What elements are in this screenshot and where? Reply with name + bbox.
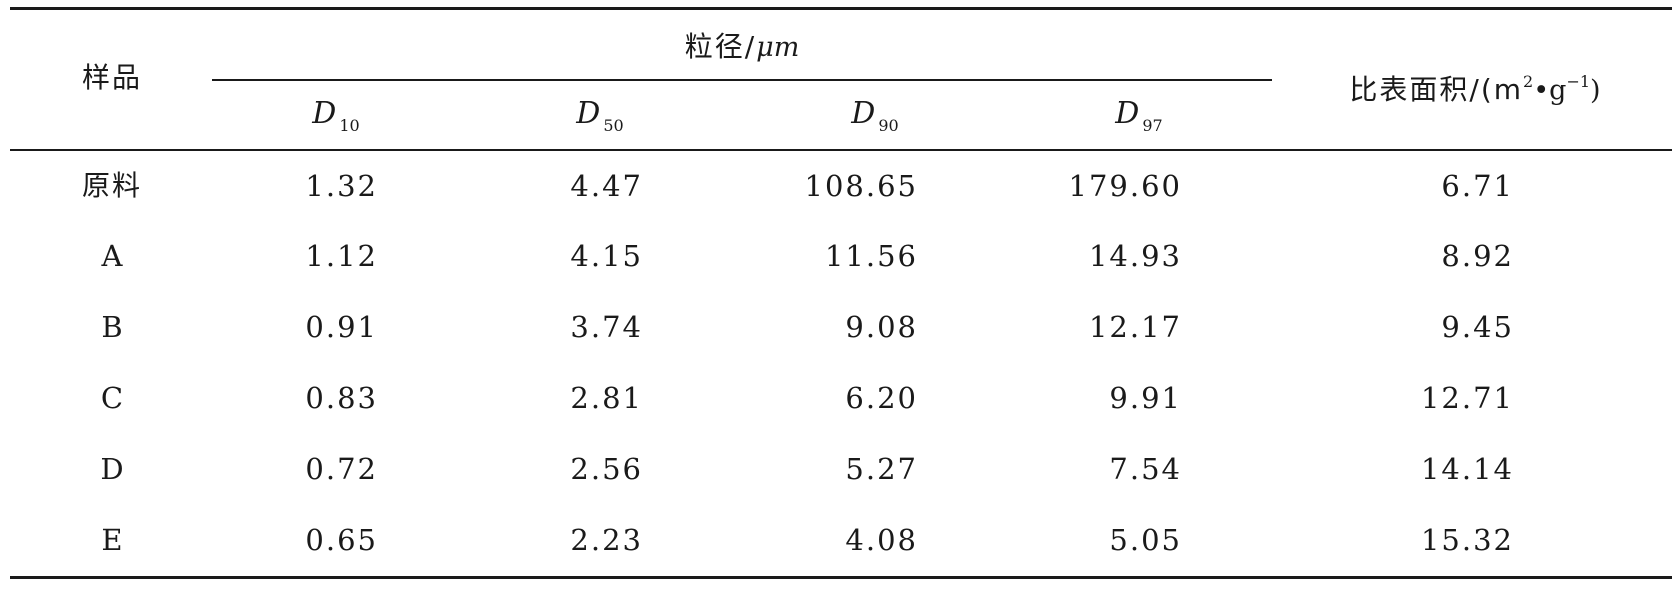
cell-d97: 9.91 [1109,381,1182,415]
cell-d90: 9.08 [845,310,918,344]
cell-sample: 原料 [81,169,143,202]
cell-d90: 108.65 [804,169,918,203]
cell-ssa: 15.32 [1420,523,1514,557]
top-rule [10,7,1672,10]
cell-ssa: 9.45 [1441,310,1514,344]
header-d10: D 10 [312,96,360,135]
cell-d90: 4.08 [845,523,918,557]
cell-d10: 0.72 [305,452,378,486]
header-d50: D 50 [576,96,624,135]
header-sample: 样品 [81,61,143,94]
cell-sample: A [101,239,123,273]
cell-sample: B [101,310,123,344]
header-specific-surface-area: 比表面积/(m2•g−1) [1349,64,1600,109]
bottom-rule [10,576,1672,579]
cell-ssa: 8.92 [1441,239,1514,273]
header-ssa-label: 比表面积/(m [1349,73,1524,106]
cell-sample: E [101,523,123,557]
cell-sample: D [100,452,124,486]
cell-d10: 1.12 [305,239,378,273]
header-particle-size-label: 粒径/ [684,30,757,63]
header-d90: D 90 [851,96,899,135]
cell-d50: 3.74 [570,310,643,344]
header-d97: D 97 [1115,96,1163,135]
cell-d50: 4.47 [570,169,643,203]
cell-d10: 0.83 [305,381,378,415]
header-ssa-sup1: 2 [1523,72,1534,91]
header-ssa-sup2: −1 [1566,72,1591,91]
cell-d90: 6.20 [845,381,918,415]
cell-ssa: 14.14 [1420,452,1514,486]
cell-d90: 5.27 [845,452,918,486]
cell-d50: 2.81 [570,381,643,415]
cell-ssa: 12.71 [1420,381,1514,415]
header-particle-size-unit: μm [756,32,800,63]
cell-d50: 2.23 [570,523,643,557]
cell-ssa: 6.71 [1441,169,1514,203]
cell-d97: 14.93 [1088,239,1182,273]
cell-d10: 0.91 [305,310,378,344]
cell-d50: 4.15 [570,239,643,273]
group-underline [212,79,1272,81]
cell-d97: 5.05 [1109,523,1182,557]
cell-d10: 0.65 [305,523,378,557]
cell-d97: 7.54 [1109,452,1182,486]
cell-d50: 2.56 [570,452,643,486]
header-ssa-mid: •g [1533,75,1567,106]
header-ssa-end: ) [1590,75,1601,106]
cell-sample: C [100,381,124,415]
cell-d10: 1.32 [305,169,378,203]
cell-d90: 11.56 [824,239,918,273]
header-bottom-rule [10,149,1672,151]
cell-d97: 179.60 [1068,169,1182,203]
cell-d97: 12.17 [1088,310,1182,344]
header-particle-size: 粒径/μm [685,28,800,66]
